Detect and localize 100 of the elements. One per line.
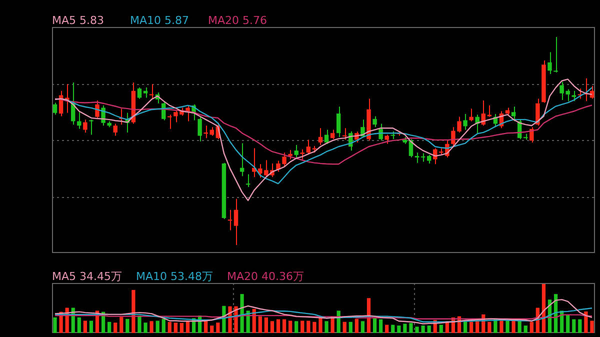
bar: [506, 320, 510, 333]
bar: [391, 324, 395, 333]
bar: [500, 320, 504, 333]
bar: [300, 320, 304, 333]
bar: [180, 322, 184, 333]
candlestick: [95, 100, 100, 118]
bar: [312, 322, 316, 333]
text: MA10 53.48万: [136, 269, 214, 284]
bar: [415, 326, 419, 333]
candlestick: [294, 144, 298, 158]
bar: [439, 324, 443, 333]
candlestick: [240, 142, 244, 177]
bar: [360, 321, 365, 333]
bar: [276, 319, 280, 333]
bar: [572, 319, 576, 333]
candlestick: [384, 134, 389, 144]
bar: [470, 322, 474, 333]
candlestick: [234, 198, 238, 246]
bar: [409, 322, 413, 333]
bar: [584, 311, 588, 333]
bar: [566, 315, 570, 333]
bar: [342, 322, 346, 333]
bar: [354, 318, 358, 333]
candlestick: [572, 90, 576, 102]
bar: [126, 318, 130, 333]
bar: [144, 322, 148, 333]
bar: [524, 326, 528, 333]
candlestick: [198, 116, 202, 142]
bar: [83, 320, 87, 333]
bar: [324, 321, 328, 333]
bar: [403, 324, 407, 333]
bar: [120, 317, 124, 333]
bar: [204, 321, 208, 333]
bar: [306, 320, 310, 333]
candlestick: [554, 36, 558, 73]
text: MA10 5.87: [130, 14, 190, 27]
candlestick: [372, 116, 377, 128]
bar: [258, 316, 262, 333]
bar: [216, 322, 220, 333]
candlestick: [414, 152, 420, 164]
bar: [590, 320, 594, 333]
bar: [282, 319, 286, 333]
bar: [150, 321, 154, 333]
bar: [270, 321, 274, 333]
candlestick: [52, 102, 58, 116]
candlestick: [89, 119, 94, 136]
candlestick: [143, 87, 148, 98]
bar: [186, 321, 190, 333]
candlestick: [463, 113, 468, 130]
candlestick: [324, 129, 329, 144]
bar: [240, 294, 244, 333]
candlestick: [137, 87, 142, 100]
bar: [53, 317, 57, 333]
bar: [174, 322, 178, 333]
bar: [89, 320, 94, 333]
bar: [372, 318, 377, 333]
bar: [348, 322, 352, 333]
bar: [488, 322, 492, 333]
candlestick: [306, 139, 311, 154]
bar: [463, 321, 468, 333]
bar: [385, 324, 389, 333]
candlestick: [342, 128, 347, 140]
bar: [114, 322, 118, 333]
bar: [530, 322, 534, 333]
bar: [542, 284, 546, 333]
candlestick: [336, 106, 341, 138]
bar: [294, 321, 298, 333]
bar: [421, 326, 425, 333]
bar: [264, 317, 268, 333]
candlestick: [113, 123, 118, 136]
candlestick: [77, 112, 82, 130]
candlestick: [469, 108, 474, 122]
candlestick: [330, 129, 335, 140]
text: MA5 5.83: [52, 14, 106, 27]
bar: [288, 320, 292, 333]
candlestick: [83, 119, 88, 133]
bar: [379, 319, 383, 333]
bar: [162, 318, 166, 333]
bar: [156, 320, 160, 333]
text: MA5 34.45万: [52, 269, 122, 284]
candlestick: [288, 149, 292, 160]
bar: [427, 326, 431, 333]
bar: [77, 317, 81, 333]
candlestick: [530, 126, 534, 143]
candlestick: [318, 128, 323, 146]
candlestick: [511, 106, 516, 122]
bar: [518, 320, 522, 333]
bar: [476, 321, 480, 333]
bar: [138, 316, 142, 333]
candlestick: [378, 123, 383, 142]
candlestick: [149, 84, 154, 100]
text: MA20 5.76: [208, 14, 268, 27]
bar: [512, 320, 516, 333]
bar: [210, 326, 214, 333]
candlestick: [548, 52, 552, 75]
bar: [397, 326, 401, 333]
candlestick: [300, 148, 304, 160]
bar: [578, 319, 582, 333]
candlestick: [168, 114, 172, 130]
bar: [108, 322, 112, 333]
